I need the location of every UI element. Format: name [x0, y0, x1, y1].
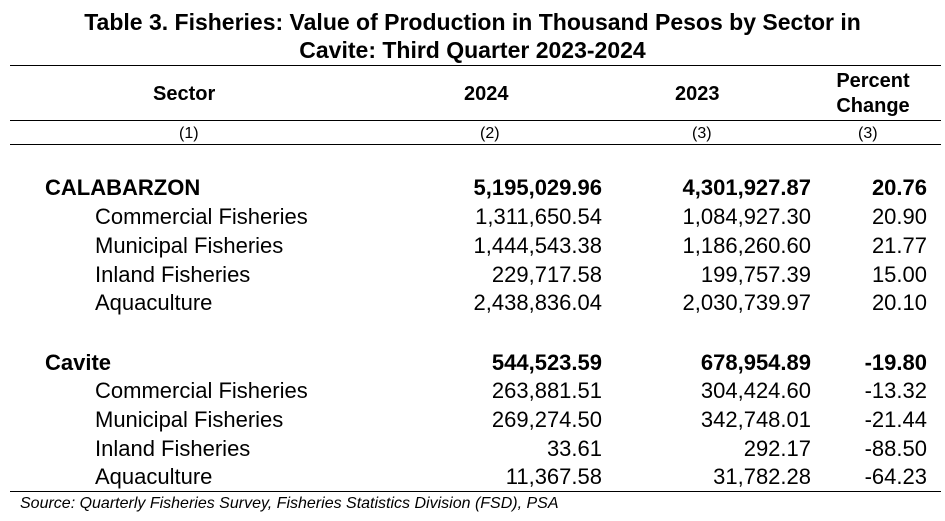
group-total-2024: 544,523.59: [491, 350, 602, 375]
row-2023: 199,757.39: [700, 262, 811, 287]
row-2023: 1,084,927.30: [682, 204, 811, 229]
group-total-2023: 678,954.89: [700, 350, 811, 375]
row-2023: 1,186,260.60: [682, 233, 811, 258]
row-percent: 20.10: [871, 290, 927, 315]
group-name-cavite: Cavite: [45, 350, 112, 375]
row-sector: Aquaculture: [95, 464, 213, 489]
header-2023: 2023: [675, 83, 720, 105]
row-2024: 1,444,543.38: [473, 233, 602, 258]
header-percent-line-2: Change: [836, 95, 910, 117]
group-total-percent: 20.76: [871, 175, 927, 200]
row-sector: Inland Fisheries: [95, 436, 251, 461]
row-percent: 15.00: [871, 262, 927, 287]
group-total-2023: 4,301,927.87: [682, 175, 811, 200]
row-percent: -64.23: [864, 464, 927, 489]
column-number-2: (2): [480, 125, 500, 142]
row-2024: 33.61: [546, 436, 602, 461]
top-rule: [10, 65, 941, 66]
row-2023: 292.17: [743, 436, 811, 461]
column-number-4: (3): [858, 125, 878, 142]
column-number-1: (1): [179, 125, 199, 142]
row-percent: 20.90: [871, 204, 927, 229]
row-2024: 269,274.50: [491, 407, 602, 432]
row-2023: 304,424.60: [700, 378, 811, 403]
table-title-line-1: Table 3. Fisheries: Value of Production …: [84, 9, 861, 35]
column-number-3: (3): [692, 125, 712, 142]
row-sector: Municipal Fisheries: [95, 233, 284, 258]
row-2024: 229,717.58: [491, 262, 602, 287]
group-name-calabarzon: CALABARZON: [45, 175, 201, 200]
row-2024: 263,881.51: [491, 378, 602, 403]
row-percent: 21.77: [871, 233, 927, 258]
row-2024: 1,311,650.54: [475, 204, 602, 229]
row-percent: -88.50: [864, 436, 927, 461]
row-sector: Inland Fisheries: [95, 262, 251, 287]
group-total-percent: -19.80: [864, 350, 927, 375]
header-percent-line-1: Percent: [836, 70, 910, 92]
row-percent: -13.32: [864, 378, 927, 403]
row-2023: 2,030,739.97: [682, 290, 811, 315]
column-number-rule: [10, 144, 941, 145]
table-title-line-2: Cavite: Third Quarter 2023-2024: [299, 37, 646, 63]
row-2023: 31,782.28: [713, 464, 811, 489]
row-sector: Commercial Fisheries: [95, 378, 308, 403]
header-sector: Sector: [153, 83, 216, 105]
row-2024: 2,438,836.04: [473, 290, 602, 315]
row-2024: 11,367.58: [505, 464, 602, 489]
row-percent: -21.44: [864, 407, 927, 432]
row-sector: Aquaculture: [95, 290, 213, 315]
source-note: Source: Quarterly Fisheries Survey, Fish…: [20, 495, 559, 512]
header-rule: [10, 120, 941, 121]
row-sector: Commercial Fisheries: [95, 204, 308, 229]
row-sector: Municipal Fisheries: [95, 407, 284, 432]
row-2023: 342,748.01: [700, 407, 811, 432]
bottom-rule: [10, 491, 941, 492]
header-2024: 2024: [464, 83, 509, 105]
group-total-2024: 5,195,029.96: [473, 175, 602, 200]
